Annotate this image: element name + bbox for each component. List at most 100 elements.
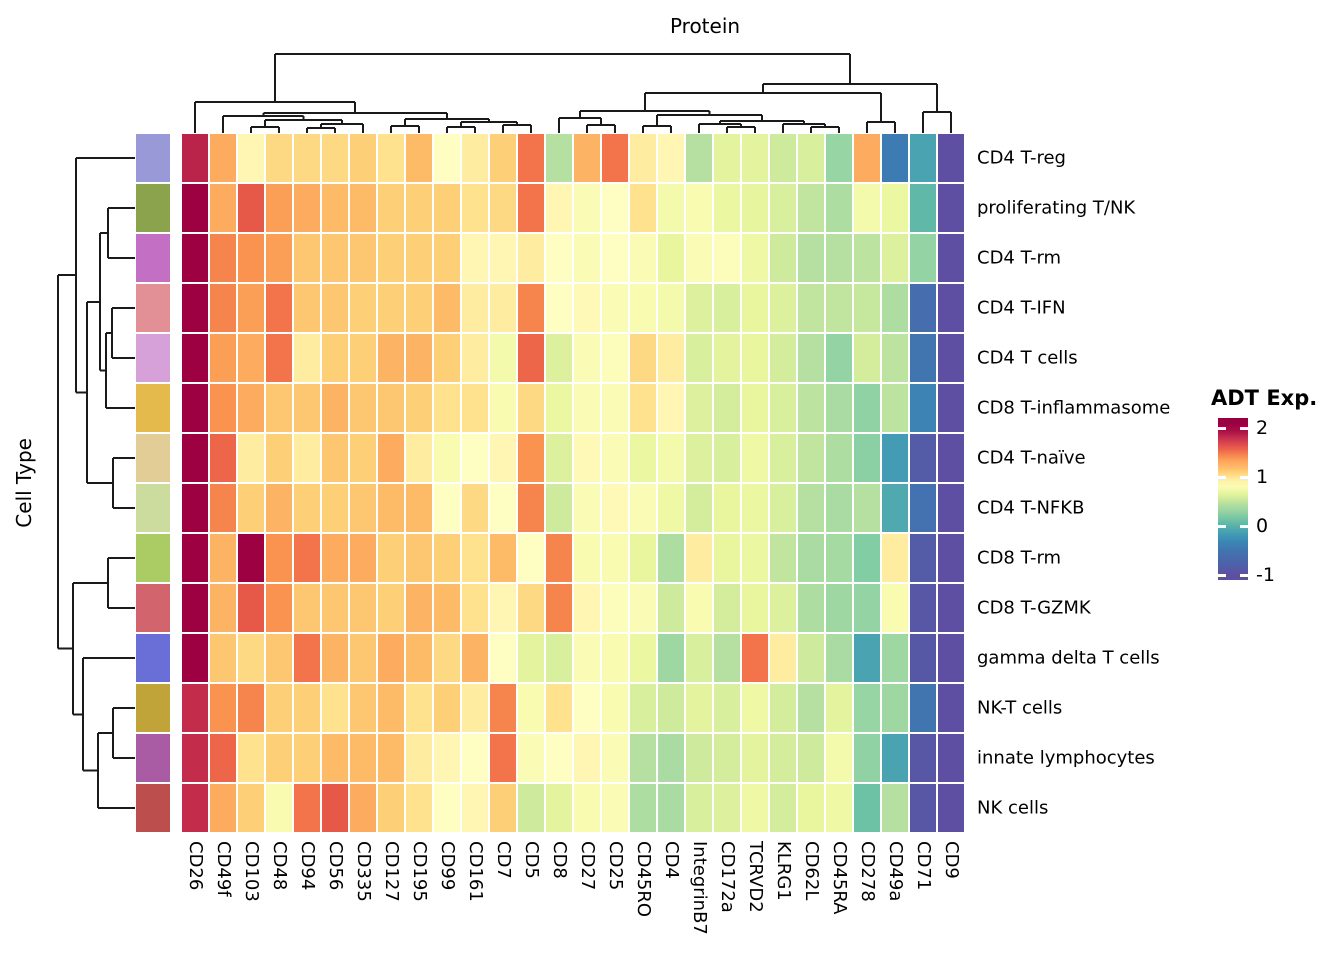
heatmap-cell bbox=[629, 183, 657, 233]
column-label: CD25 bbox=[605, 841, 626, 891]
heatmap-cell bbox=[321, 583, 349, 633]
heatmap-cell bbox=[573, 233, 601, 283]
legend-tick-label: 1 bbox=[1256, 465, 1269, 488]
heatmap-cell bbox=[797, 233, 825, 283]
heatmap-cell bbox=[825, 133, 853, 183]
heatmap-cell bbox=[293, 633, 321, 683]
heatmap-cell bbox=[349, 633, 377, 683]
column-label: CD48 bbox=[269, 841, 290, 891]
heatmap-cell bbox=[825, 583, 853, 633]
column-label: CD56 bbox=[325, 841, 346, 891]
heatmap-cell bbox=[881, 683, 909, 733]
heatmap-cell bbox=[769, 483, 797, 533]
heatmap-cell bbox=[181, 183, 209, 233]
legend-colorbar bbox=[1218, 418, 1248, 580]
heatmap-cell bbox=[545, 183, 573, 233]
heatmap-cell bbox=[629, 383, 657, 433]
heatmap-cell bbox=[489, 533, 517, 583]
heatmap-cell bbox=[909, 733, 937, 783]
heatmap-cell bbox=[545, 283, 573, 333]
heatmap-cell bbox=[573, 583, 601, 633]
heatmap-cell bbox=[685, 383, 713, 433]
heatmap-cell bbox=[545, 433, 573, 483]
heatmap-cell bbox=[405, 333, 433, 383]
heatmap-cell bbox=[517, 633, 545, 683]
row-label: CD4 T-reg bbox=[977, 147, 1066, 169]
heatmap-cell bbox=[293, 183, 321, 233]
heatmap-cell bbox=[237, 533, 265, 583]
heatmap-cell bbox=[265, 683, 293, 733]
heatmap-cell bbox=[405, 583, 433, 633]
heatmap-cell bbox=[293, 383, 321, 433]
row-annotation-cell bbox=[135, 683, 171, 733]
heatmap-cell bbox=[517, 783, 545, 833]
heatmap-cell bbox=[461, 733, 489, 783]
row-annotation-cell bbox=[135, 333, 171, 383]
heatmap-cell bbox=[433, 133, 461, 183]
heatmap-cell bbox=[321, 233, 349, 283]
heatmap-cell bbox=[265, 533, 293, 583]
heatmap-cell bbox=[769, 333, 797, 383]
heatmap-cell bbox=[601, 483, 629, 533]
legend-tick-mark bbox=[1218, 574, 1226, 578]
heatmap-cell bbox=[573, 433, 601, 483]
heatmap-cell bbox=[293, 783, 321, 833]
heatmap-cell bbox=[293, 333, 321, 383]
heatmap-cell bbox=[601, 333, 629, 383]
heatmap-cell bbox=[405, 433, 433, 483]
legend-tick-mark bbox=[1218, 525, 1226, 528]
legend-tick-label: 0 bbox=[1256, 515, 1269, 537]
row-label: CD4 T cells bbox=[977, 347, 1078, 369]
heatmap-cell bbox=[629, 433, 657, 483]
column-label: CD71 bbox=[913, 841, 934, 891]
heatmap-cell bbox=[377, 533, 405, 583]
heatmap-cell bbox=[265, 433, 293, 483]
heatmap-cell bbox=[517, 533, 545, 583]
heatmap-cell bbox=[797, 783, 825, 833]
legend-tick-mark bbox=[1218, 475, 1226, 479]
heatmap-cell bbox=[377, 633, 405, 683]
heatmap-cell bbox=[657, 483, 685, 533]
legend-tick-mark bbox=[1218, 426, 1226, 430]
column-label: CD172a bbox=[717, 841, 738, 913]
heatmap-cell bbox=[349, 783, 377, 833]
row-label: NK cells bbox=[977, 797, 1049, 819]
heatmap-cell bbox=[545, 733, 573, 783]
heatmap-cell bbox=[265, 333, 293, 383]
heatmap-cell bbox=[349, 683, 377, 733]
heatmap-cell bbox=[797, 333, 825, 383]
heatmap-cell bbox=[769, 133, 797, 183]
heatmap-cell bbox=[433, 533, 461, 583]
heatmap-cell bbox=[517, 483, 545, 533]
heatmap-cell bbox=[237, 283, 265, 333]
heatmap-cell bbox=[853, 783, 881, 833]
heatmap-cell bbox=[517, 183, 545, 233]
heatmap-cell bbox=[461, 133, 489, 183]
heatmap-cell bbox=[657, 633, 685, 683]
heatmap-cell bbox=[545, 783, 573, 833]
heatmap-cell bbox=[657, 233, 685, 283]
heatmap-cell bbox=[405, 233, 433, 283]
heatmap-cell bbox=[797, 433, 825, 483]
heatmap-cell bbox=[685, 733, 713, 783]
heatmap-cell bbox=[433, 483, 461, 533]
heatmap-cell bbox=[573, 383, 601, 433]
heatmap-cell bbox=[433, 583, 461, 633]
row-label: proliferating T/NK bbox=[977, 197, 1136, 219]
row-label: innate lymphocytes bbox=[977, 747, 1155, 769]
heatmap-cell bbox=[489, 283, 517, 333]
heatmap-cell bbox=[909, 133, 937, 183]
heatmap-cell bbox=[265, 583, 293, 633]
heatmap-cell bbox=[909, 483, 937, 533]
heatmap-cell bbox=[293, 483, 321, 533]
heatmap-cell bbox=[713, 633, 741, 683]
heatmap-cell bbox=[741, 283, 769, 333]
heatmap-cell bbox=[825, 233, 853, 283]
heatmap-cell bbox=[461, 583, 489, 633]
heatmap-cell bbox=[741, 183, 769, 233]
heatmap-cell bbox=[209, 533, 237, 583]
legend-tick-label: -1 bbox=[1256, 564, 1275, 587]
heatmap-cell bbox=[461, 183, 489, 233]
heatmap-cell bbox=[825, 783, 853, 833]
heatmap-cell bbox=[601, 633, 629, 683]
